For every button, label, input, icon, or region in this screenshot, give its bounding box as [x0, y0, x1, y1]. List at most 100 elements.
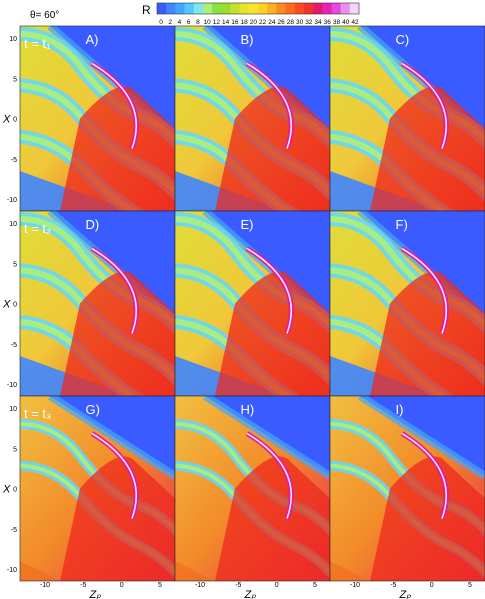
- y-tick-label: 5: [13, 261, 17, 268]
- x-tick-label: 5: [158, 582, 162, 589]
- y-tick-label: 10: [9, 221, 17, 228]
- panel-h: H): [174, 395, 331, 582]
- x-tick-label: -10: [195, 582, 205, 589]
- colorbar-swatch: [313, 3, 323, 14]
- colorbar-tick: 16: [231, 19, 239, 26]
- colorbar-frame: [156, 2, 360, 15]
- x-tick-label: 5: [313, 582, 317, 589]
- panel-f: F): [329, 210, 485, 397]
- colorbar-tick: 36: [324, 19, 332, 26]
- y-tick-label: 5: [13, 446, 17, 453]
- colorbar-swatch: [303, 3, 314, 14]
- x-axis-label: Zₚ: [399, 589, 412, 599]
- panel-label: D): [86, 217, 100, 232]
- angle-label: θ= 60°: [30, 10, 59, 21]
- colorbar-tick: 24: [268, 19, 276, 26]
- colorbar-swatch: [340, 3, 351, 14]
- x-tick-label: -5: [390, 582, 396, 589]
- colorbar-swatch: [294, 3, 305, 14]
- x-axis-labels: -10 -5 0 5 Zₚ -10 -5 0 5 Zₚ -10 -5 0 5 Zₚ: [40, 582, 472, 599]
- x-tick-label: 0: [430, 582, 434, 589]
- panel-c: C): [329, 25, 485, 212]
- panel-a: A): [19, 25, 176, 212]
- colorbar-swatch: [212, 3, 222, 14]
- panel-g: G): [19, 395, 176, 582]
- colorbar-tick: 22: [259, 19, 267, 26]
- y-axis-label: X: [2, 299, 11, 311]
- x-tick-label: 0: [120, 582, 124, 589]
- colorbar-tick-labels: 0 2 4 6 8 10 12 14 16 18 20 22 24 26 28 30 32 34 36 38 40 42: [159, 19, 359, 26]
- colorbar-swatch: [248, 3, 259, 14]
- x-tick-label: -10: [350, 582, 360, 589]
- x-tick-label: 0: [275, 582, 279, 589]
- time-label: t = t₂: [24, 221, 51, 236]
- colorbar-swatch: [349, 3, 360, 14]
- y-tick-label: 5: [13, 76, 17, 83]
- colorbar-tick: 2: [168, 19, 172, 26]
- panel-i: I): [329, 395, 485, 582]
- panel-label: F): [396, 217, 408, 232]
- colorbar-tick: 28: [287, 19, 295, 26]
- panel-b: B): [174, 25, 331, 212]
- y-tick-label: -5: [11, 527, 17, 534]
- colorbar-tick: 34: [314, 19, 322, 26]
- colorbar-swatch: [239, 3, 250, 14]
- y-tick-label: 0: [13, 117, 17, 124]
- panel-grid: A) B) C) t = t₁ D) E) F) t = t₂ G) H) I) t = t₃: [19, 25, 485, 582]
- y-axis-labels: 10 5 0 -5 -10 X 10 5 0 -5 -10 X 10 5 0 -5 -10 X: [2, 36, 17, 574]
- colorbar-tick: 8: [196, 19, 200, 26]
- panel-label: H): [241, 402, 255, 417]
- y-tick-label: 0: [13, 302, 17, 309]
- colorbar-tick: 4: [178, 19, 182, 26]
- colorbar-tick: 14: [222, 19, 230, 26]
- y-tick-label: 10: [9, 406, 17, 413]
- colorbar-tick: 0: [159, 19, 163, 26]
- colorbar-tick: 32: [305, 19, 313, 26]
- y-tick-label: 10: [9, 36, 17, 43]
- panel-label: G): [86, 402, 100, 417]
- y-tick-label: -5: [11, 342, 17, 349]
- colorbar-tick: 42: [351, 19, 359, 26]
- colorbar-swatch: [331, 3, 341, 14]
- colorbar-tick: 38: [333, 19, 341, 26]
- x-tick-label: -5: [80, 582, 86, 589]
- colorbar-swatch: [193, 3, 204, 14]
- colorbar-swatch: [230, 3, 240, 14]
- time-label: t = t₃: [24, 406, 51, 421]
- colorbar-swatch: [184, 3, 195, 14]
- colorbar-swatch: [202, 3, 213, 14]
- colorbar-swatch: [157, 3, 167, 14]
- colorbar-tick: 10: [204, 19, 212, 26]
- colorbar-swatch: [285, 3, 296, 14]
- colorbar-swatch: [322, 3, 332, 14]
- y-axis-label: X: [2, 484, 11, 496]
- colorbar-tick: 18: [241, 19, 249, 26]
- x-tick-label: 5: [468, 582, 472, 589]
- colorbar-title: R: [142, 3, 151, 17]
- x-axis-label: Zₚ: [244, 589, 257, 599]
- colorbar-tick: 30: [296, 19, 304, 26]
- colorbar-swatch: [175, 3, 185, 14]
- colorbar-swatch: [276, 3, 286, 14]
- panel-e: E): [174, 210, 331, 397]
- colorbar-swatch: [166, 3, 176, 14]
- panel-label: A): [86, 32, 99, 47]
- y-tick-label: -10: [7, 197, 17, 204]
- y-axis-label: X: [2, 114, 11, 126]
- colorbar-swatch: [267, 3, 277, 14]
- colorbar-tick: 40: [342, 19, 350, 26]
- y-tick-label: -10: [7, 567, 17, 574]
- colorbar-swatch: [258, 3, 268, 14]
- y-tick-label: -10: [7, 382, 17, 389]
- x-tick-label: -10: [40, 582, 50, 589]
- colorbar-tick: 6: [187, 19, 191, 26]
- y-tick-label: -5: [11, 157, 17, 164]
- panel-label: B): [241, 32, 254, 47]
- x-tick-label: -5: [235, 582, 241, 589]
- colorbar: R 0 2 4 6 8 10 12 14 16 18 20 22 24 26 28 30 32 34 36 38 40 4…: [142, 2, 360, 26]
- panel-label: C): [396, 32, 410, 47]
- panel-label: E): [241, 217, 254, 232]
- x-axis-label: Zₚ: [89, 589, 102, 599]
- y-tick-label: 0: [13, 487, 17, 494]
